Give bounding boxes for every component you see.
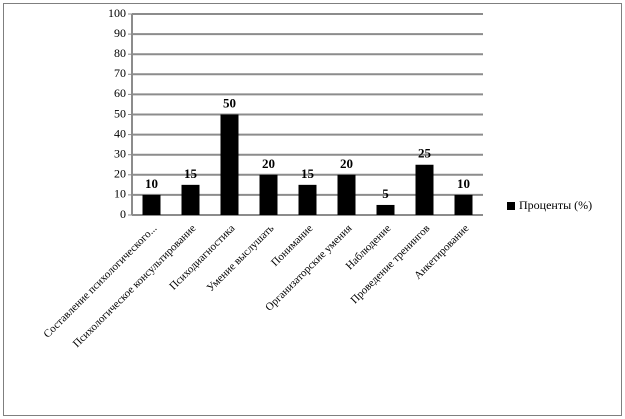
y-tick-label: 30 — [114, 146, 126, 160]
bar — [298, 184, 317, 215]
y-tick-label: 60 — [114, 86, 126, 100]
y-tick-label: 80 — [114, 46, 126, 60]
y-tick-label: 50 — [114, 106, 126, 120]
bar — [142, 194, 161, 215]
legend-swatch — [507, 202, 515, 210]
bar — [220, 114, 239, 215]
y-tick-label: 0 — [120, 207, 126, 221]
value-label: 15 — [301, 166, 315, 181]
y-tick-label: 40 — [114, 126, 126, 140]
value-label: 10 — [145, 176, 158, 191]
bar — [376, 204, 395, 215]
bar — [259, 174, 278, 215]
value-label: 50 — [223, 95, 236, 110]
y-tick-label: 10 — [114, 187, 126, 201]
bar — [181, 184, 200, 215]
value-label: 20 — [340, 156, 353, 171]
value-label: 5 — [382, 186, 389, 201]
bar — [337, 174, 356, 215]
value-label: 15 — [184, 166, 198, 181]
value-label: 25 — [418, 146, 432, 161]
value-label: 10 — [457, 176, 470, 191]
legend-label: Проценты (%) — [519, 198, 592, 212]
y-tick-label: 70 — [114, 66, 126, 80]
y-tick-label: 100 — [108, 6, 126, 20]
bar — [415, 164, 434, 215]
y-tick-label: 20 — [114, 167, 126, 181]
value-label: 20 — [262, 156, 275, 171]
y-tick-label: 90 — [114, 26, 126, 40]
bar — [454, 194, 473, 215]
